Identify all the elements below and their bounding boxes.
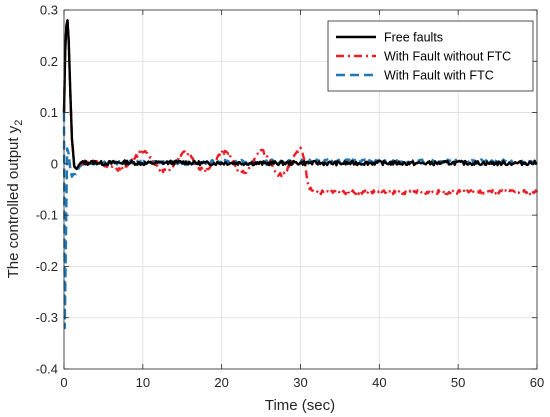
- x-tick-label: 20: [214, 375, 228, 390]
- series-line-free-faults: [62, 19, 538, 171]
- x-tick-label: 50: [451, 375, 465, 390]
- y-axis-label-subscript: 2: [13, 120, 25, 126]
- axis-ticks: [63, 9, 538, 370]
- y-tick-label: 0.3: [40, 3, 58, 18]
- y-tick-label: 0.1: [40, 105, 58, 120]
- x-tick-label: 60: [530, 375, 544, 390]
- x-tick-label: 0: [60, 375, 67, 390]
- series-layer: [62, 19, 538, 330]
- y-tick-label: -0.4: [36, 362, 58, 377]
- x-tick-label: 30: [293, 375, 307, 390]
- x-tick-label: 10: [136, 375, 150, 390]
- y-tick-label: -0.3: [36, 310, 58, 325]
- legend-label-with-fault-with-ftc: With Fault with FTC: [384, 69, 494, 83]
- y-axis-label-main: The controlled output y: [5, 125, 22, 278]
- y-tick-label: 0.2: [40, 54, 58, 69]
- legend-box: [327, 20, 534, 92]
- y-axis-label: The controlled output y2: [5, 120, 25, 279]
- y-tick-label: -0.2: [36, 259, 58, 274]
- x-axis-label: Time (sec): [265, 397, 335, 414]
- y-tick-label: 0: [51, 156, 58, 171]
- legend-label-with-fault-without-ftc: With Fault without FTC: [384, 50, 511, 64]
- x-tick-label: 40: [372, 375, 386, 390]
- series-line-with-fault-without-ftc: [62, 19, 538, 196]
- axis-tick-labels: 0 10 20 30 40 50 60 -0.4 -0.3 -0.2 -0.1 0 0.1 0.2 0.3: [36, 3, 545, 391]
- legend: Free faults With Fault without FTC With Fa…: [327, 20, 534, 92]
- y-tick-label: -0.1: [36, 208, 58, 223]
- legend-label-free-faults: Free faults: [384, 31, 443, 45]
